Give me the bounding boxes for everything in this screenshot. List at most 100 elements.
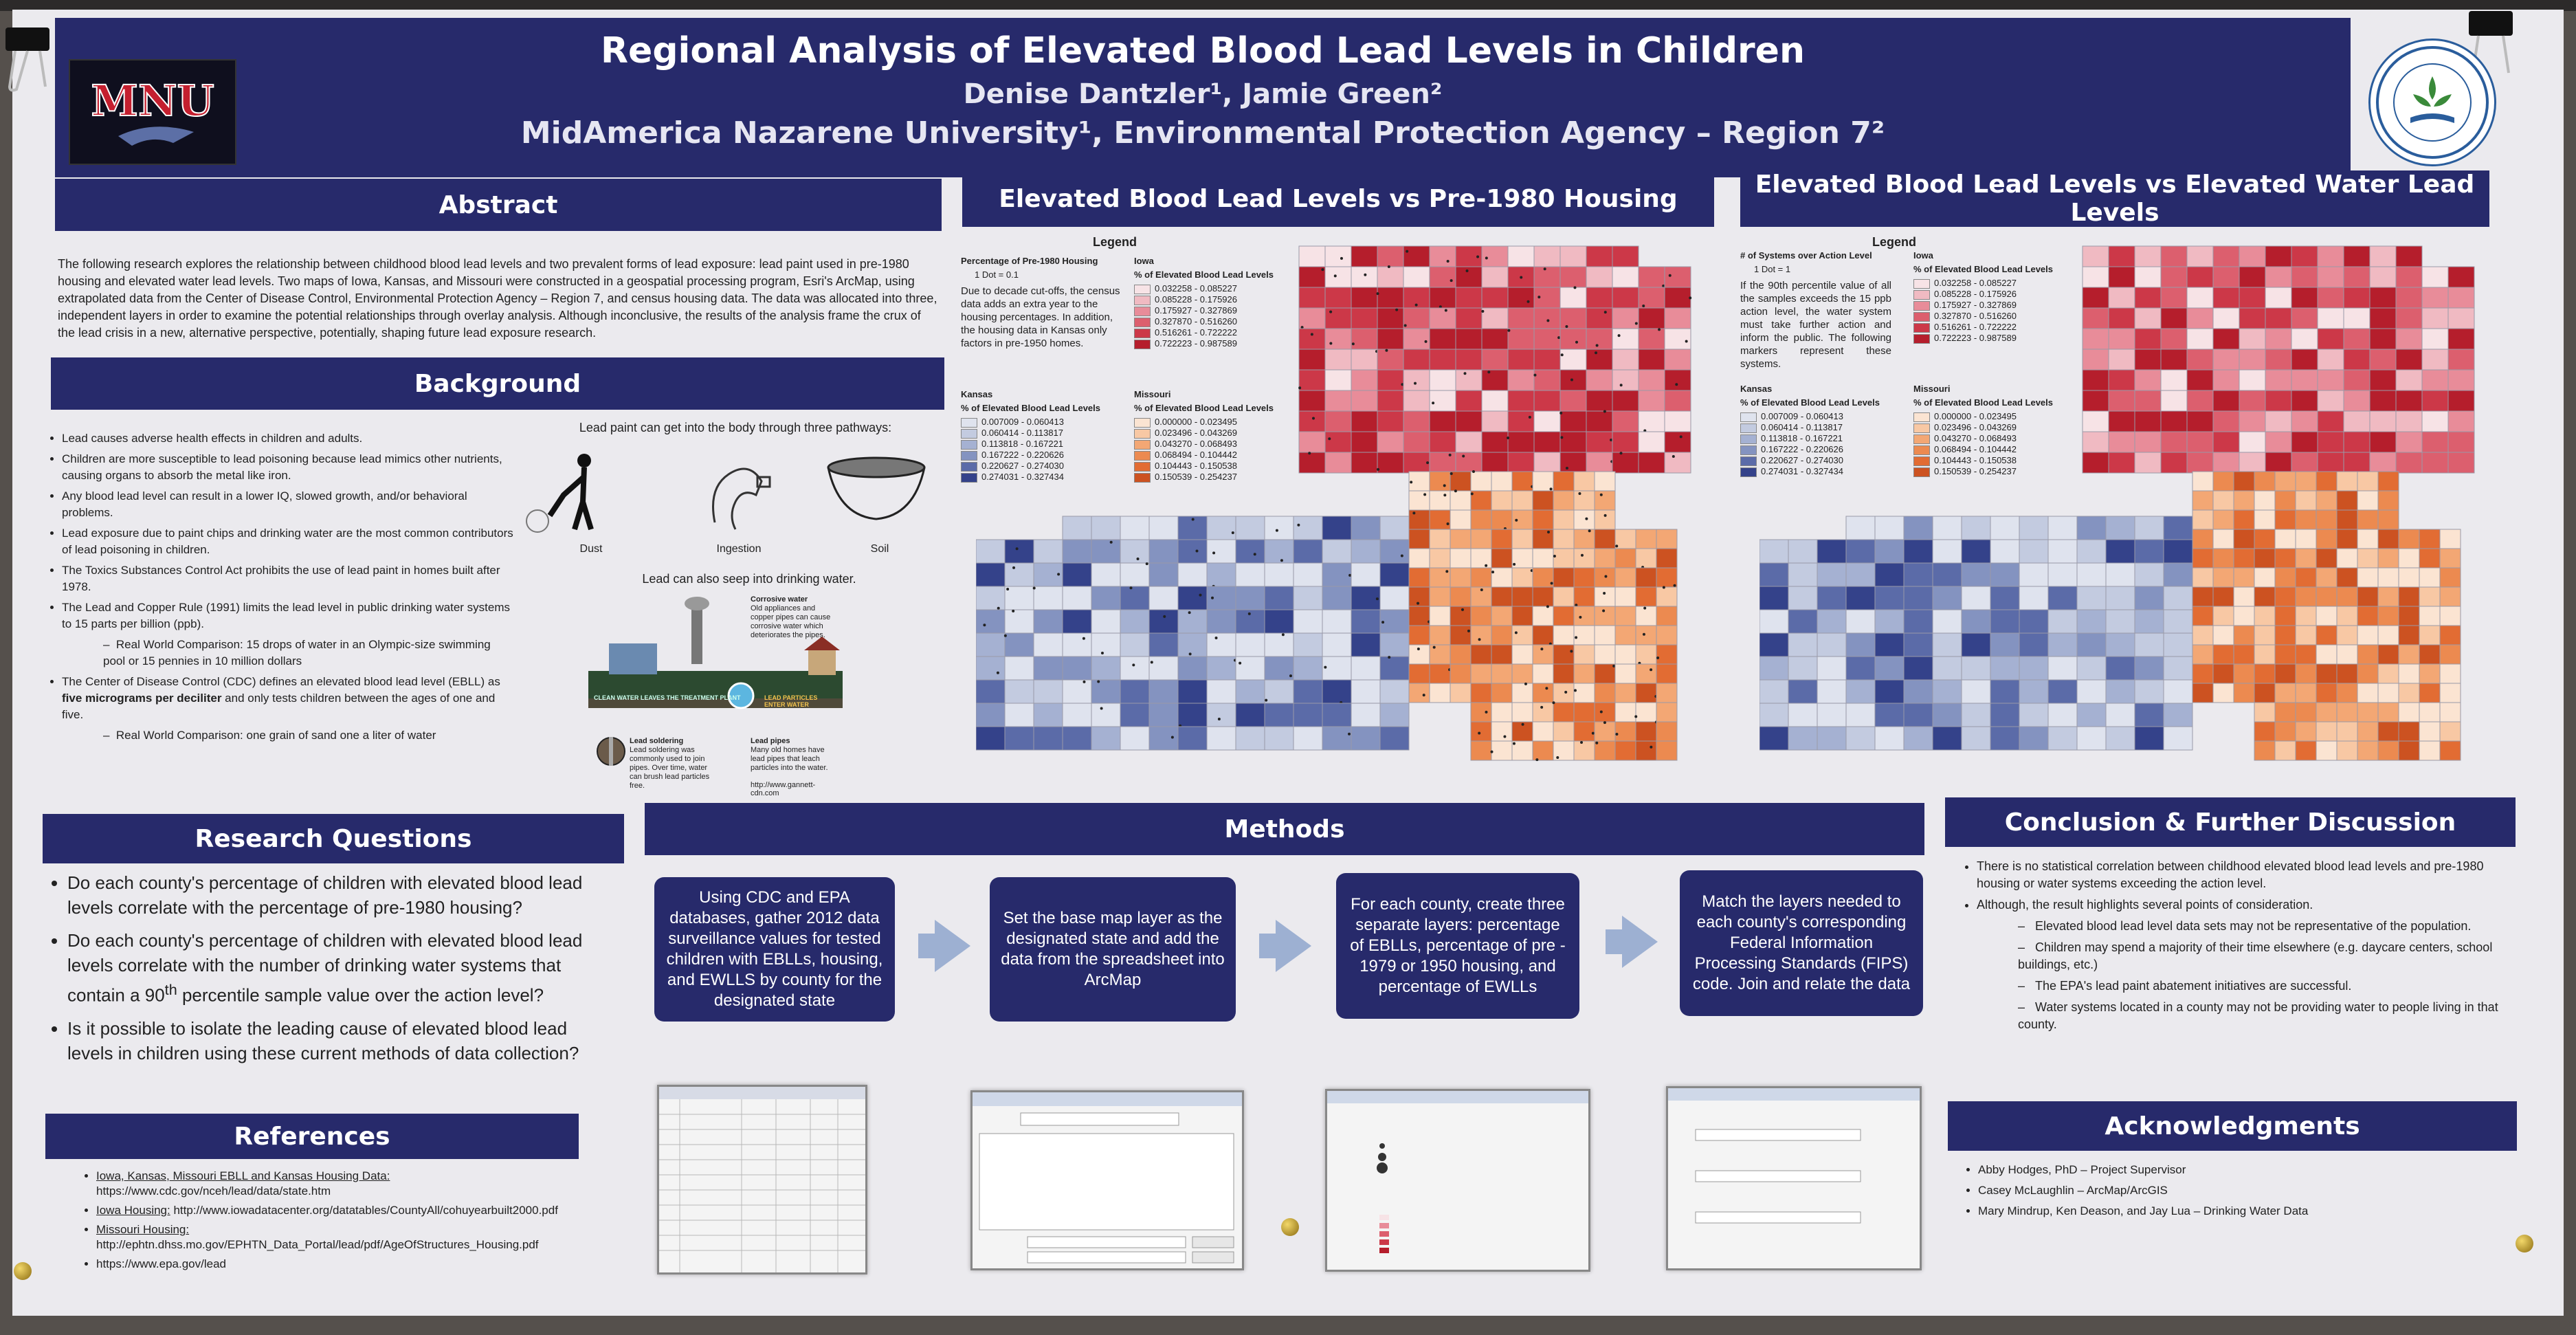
kansas-county (1990, 679, 2020, 704)
iowa-county (1559, 266, 1587, 288)
kansas-county (1206, 726, 1236, 751)
missouri-county (1470, 471, 1492, 492)
kansas-county (1206, 516, 1236, 540)
map-dot (1432, 646, 1436, 649)
iowa-county (1638, 410, 1665, 432)
iowa-county (2291, 349, 2318, 371)
map2-missouri-ebll-label: % of Elevated Blood Lead Levels (1913, 397, 2053, 408)
missouri-county (2274, 625, 2296, 646)
iowa-county (1507, 349, 1535, 371)
iowa-county (1377, 410, 1404, 432)
background-bullet: The Toxics Substances Control Act prohib… (62, 562, 515, 595)
method-step-1: Using CDC and EPA databases, gather 2012… (654, 877, 895, 1022)
legend-swatch (1913, 322, 1930, 333)
iowa-county (2395, 369, 2423, 391)
kansas-county (1148, 516, 1179, 540)
iowa-county (1455, 287, 1483, 309)
map2-iowa-ranges: 0.032258 - 0.085227 0.085228 - 0.175926 0.… (1913, 278, 2017, 344)
missouri-county (1635, 625, 1657, 646)
missouri-county (2316, 663, 2338, 684)
iowa-county (1664, 431, 1691, 453)
reference-item[interactable]: Iowa, Kansas, Missouri EBLL and Kansas H… (96, 1169, 598, 1199)
kansas-county (1379, 586, 1410, 610)
iowa-county (1455, 349, 1483, 371)
map-dot (1414, 382, 1417, 385)
map-dot (1097, 680, 1100, 683)
iowa-county (1298, 287, 1326, 309)
map-dot (1610, 439, 1613, 442)
missouri-county (2357, 740, 2379, 761)
missouri-county (2274, 606, 2296, 626)
kansas-county (1961, 679, 1991, 704)
iowa-county (1298, 431, 1326, 453)
legend-swatch (1740, 434, 1757, 444)
legend-swatch (1134, 472, 1151, 483)
pushpin-icon (1281, 1218, 1299, 1236)
legend-range-row: 0.000000 - 0.023495 (1134, 417, 1237, 428)
missouri-county (2274, 548, 2296, 569)
map1-dot-label: 1 Dot = 0.1 (975, 269, 1019, 280)
kansas-county (1351, 632, 1381, 657)
kansas-county (1351, 562, 1381, 587)
missouri-county (1429, 529, 1451, 549)
map-dot (1478, 731, 1481, 735)
iowa-county (2265, 328, 2292, 350)
map-dot (1472, 470, 1475, 474)
missouri-county (2439, 625, 2461, 646)
legend-swatch (1134, 339, 1151, 349)
missouri-county (1532, 509, 1554, 530)
map-dot (1550, 582, 1553, 585)
iowa-county (2186, 452, 2214, 474)
legend-swatch (1913, 278, 1930, 289)
kansas-county (1091, 703, 1121, 727)
kansas-county (1177, 703, 1208, 727)
conclusion-subbullet: – The EPA's lead paint abatement initiat… (2018, 979, 2352, 993)
missouri-county (2357, 702, 2379, 722)
kansas-county (2076, 703, 2107, 727)
missouri-county (1470, 529, 1492, 549)
missouri-county (1429, 509, 1451, 530)
missouri-county (1491, 471, 1513, 492)
map-dot (1412, 511, 1416, 515)
method-arrow-icon (1276, 920, 1311, 972)
missouri-county (2192, 625, 2214, 646)
missouri-county (2398, 683, 2420, 703)
iowa-county (1324, 369, 1352, 391)
kansas-county (1379, 562, 1410, 587)
map-dot (1329, 310, 1333, 313)
missouri-county (2212, 606, 2234, 626)
iowa-county (1586, 307, 1613, 329)
reference-item[interactable]: https://www.epa.gov/lead (96, 1257, 598, 1272)
missouri-county (1656, 644, 1678, 665)
reference-item[interactable]: Iowa Housing: http://www.iowadatacenter.… (96, 1203, 598, 1218)
iowa-county (1455, 431, 1483, 453)
iowa-county (1455, 410, 1483, 432)
iowa-county (2369, 410, 2397, 432)
iowa-county (1664, 349, 1691, 371)
kansas-county (1961, 632, 1991, 657)
kansas-county (1351, 586, 1381, 610)
legend-range-row: 0.274031 - 0.327434 (961, 472, 1064, 483)
kansas-county (1932, 609, 1962, 634)
map-dot (1414, 303, 1418, 307)
map-dot (1668, 274, 1672, 277)
kansas-county (2047, 656, 2078, 681)
kansas-county (1033, 703, 1063, 727)
map2-dot-label: 1 Dot = 1 (1754, 264, 1791, 274)
missouri-county (1491, 529, 1513, 549)
lead-soldering-note: Lead soldering Lead soldering was commonl… (630, 737, 710, 790)
iowa-county (2108, 307, 2135, 329)
map-dot (1109, 540, 1113, 544)
kansas-county (1062, 609, 1092, 634)
legend-range-label: 0.327870 - 0.516260 (1155, 316, 1237, 327)
iowa-county (1559, 328, 1587, 350)
kansas-county (1235, 656, 1265, 681)
map-dot (1136, 558, 1140, 561)
missouri-county (2316, 721, 2338, 742)
missouri-county (1553, 529, 1575, 549)
missouri-county (1511, 529, 1533, 549)
map-dot (1570, 650, 1573, 653)
missouri-county (1614, 683, 1636, 703)
kansas-county (1206, 679, 1236, 704)
reference-item[interactable]: Missouri Housing: http://ephtn.dhss.mo.g… (96, 1222, 598, 1253)
